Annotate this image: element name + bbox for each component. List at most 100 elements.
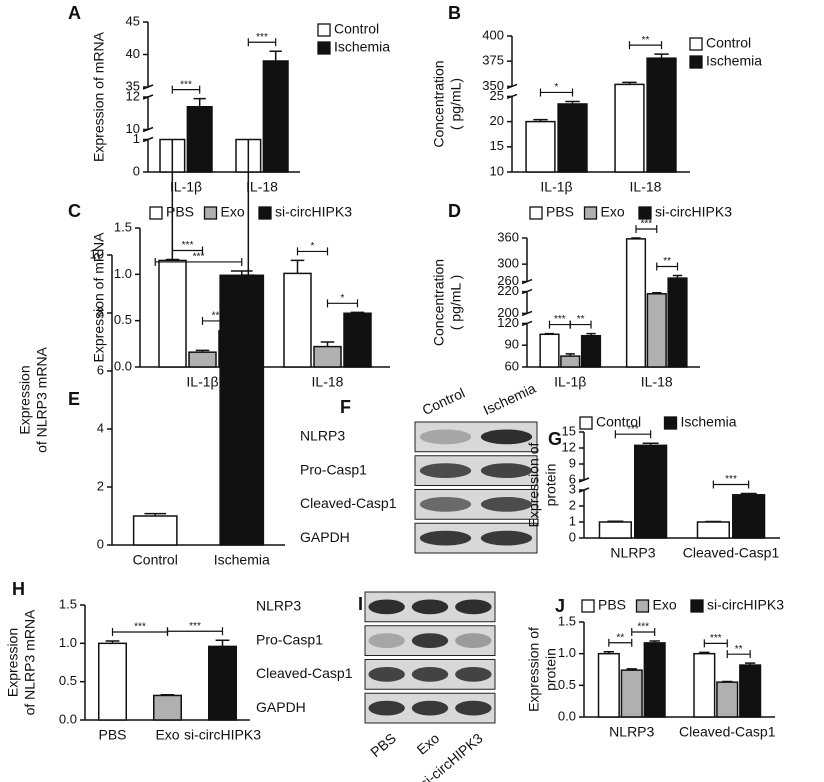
y-axis-label: Expression of mRNA bbox=[91, 232, 107, 363]
bar bbox=[283, 272, 312, 368]
y-tick-label: 2 bbox=[569, 497, 576, 512]
error-bar bbox=[290, 259, 305, 274]
legend-label: si-circHIPK3 bbox=[275, 204, 352, 220]
y-tick-label: 200 bbox=[497, 305, 519, 320]
y-tick-label: 220 bbox=[497, 283, 519, 298]
significance-bracket bbox=[635, 225, 658, 233]
x-tick-label: IL-1β bbox=[170, 179, 202, 195]
blot-band bbox=[480, 463, 533, 479]
y-tick-label: 25 bbox=[490, 88, 504, 103]
legend-swatch bbox=[529, 206, 543, 220]
error-bar bbox=[649, 640, 660, 643]
significance-label: *** bbox=[641, 219, 653, 230]
blot-band bbox=[368, 700, 405, 716]
error-bar bbox=[740, 492, 757, 495]
band-label: GAPDH bbox=[256, 699, 306, 715]
y-tick-label: 1.5 bbox=[114, 219, 132, 234]
error-bar bbox=[105, 640, 120, 644]
bar bbox=[643, 642, 666, 718]
legend-swatch bbox=[317, 41, 331, 55]
bar bbox=[539, 333, 560, 368]
y-tick-label: 9 bbox=[569, 455, 576, 470]
legend-label: PBS bbox=[546, 204, 574, 220]
significance-label: *** bbox=[554, 314, 566, 325]
error-bar bbox=[533, 118, 548, 122]
bar bbox=[620, 669, 643, 718]
y-axis-label: of NLRP3 mRNA bbox=[22, 609, 38, 715]
lane-label: Exo bbox=[414, 730, 443, 758]
significance-label: *** bbox=[256, 32, 268, 43]
bar bbox=[557, 103, 588, 173]
bar bbox=[132, 515, 178, 546]
y-tick-label: 1 bbox=[133, 131, 140, 146]
y-tick-label: 350 bbox=[482, 78, 504, 93]
legend-label: Exo bbox=[221, 204, 245, 220]
legend-swatch bbox=[635, 599, 650, 613]
x-tick-label: IL-1β bbox=[186, 374, 218, 390]
legend-swatch bbox=[579, 416, 593, 430]
significance-bracket bbox=[296, 247, 329, 256]
error-bar bbox=[586, 332, 596, 336]
significance-bracket bbox=[608, 638, 633, 647]
error-bar bbox=[626, 668, 637, 671]
significance-bracket bbox=[171, 85, 201, 94]
bar bbox=[667, 277, 688, 368]
error-bar bbox=[745, 662, 756, 666]
y-tick-label: 1.5 bbox=[558, 613, 576, 628]
y-axis-label: Expression bbox=[17, 365, 33, 434]
bar bbox=[693, 652, 716, 718]
y-tick-label: 0.5 bbox=[114, 312, 132, 327]
error-bar bbox=[565, 100, 580, 104]
y-tick-label: 10 bbox=[490, 163, 504, 178]
bar bbox=[343, 312, 372, 368]
blot-band bbox=[411, 633, 449, 649]
panel-label: C bbox=[68, 201, 81, 221]
error-bar bbox=[320, 341, 335, 347]
significance-bracket bbox=[569, 320, 592, 329]
significance-bracket bbox=[326, 299, 359, 308]
error-bar bbox=[195, 349, 210, 353]
lane-label: PBS bbox=[367, 730, 399, 760]
blot-band bbox=[411, 700, 449, 716]
x-tick-label: Exo bbox=[155, 727, 179, 743]
y-tick-label: 35 bbox=[126, 78, 140, 93]
bar bbox=[262, 60, 289, 173]
x-tick-label: IL-18 bbox=[246, 179, 278, 195]
x-tick-label: Cleaved-Casp1 bbox=[683, 545, 780, 561]
x-tick-label: IL-18 bbox=[312, 374, 344, 390]
legend-label: PBS bbox=[166, 204, 194, 220]
x-tick-label: Ischemia bbox=[214, 552, 270, 568]
error-bar bbox=[699, 651, 710, 654]
blot-band bbox=[411, 599, 449, 615]
bar bbox=[634, 444, 668, 539]
y-tick-label: 1.0 bbox=[558, 645, 576, 660]
x-tick-label: PBS bbox=[98, 727, 126, 743]
legend-swatch bbox=[203, 206, 218, 220]
significance-label: * bbox=[555, 82, 559, 93]
legend-swatch bbox=[317, 23, 331, 37]
legend-swatch bbox=[689, 37, 703, 51]
band-label: NLRP3 bbox=[300, 428, 345, 444]
y-tick-label: 300 bbox=[497, 256, 519, 271]
legend-label: Ischemia bbox=[681, 414, 737, 430]
blot-band bbox=[368, 599, 405, 615]
panel-label: G bbox=[548, 429, 562, 449]
legend-label: Exo bbox=[601, 204, 625, 220]
y-axis-label: Expression of bbox=[526, 627, 542, 712]
y-tick-label: 8 bbox=[97, 304, 104, 319]
x-tick-label: NLRP3 bbox=[610, 545, 655, 561]
y-tick-label: 0.0 bbox=[114, 358, 132, 373]
significance-bracket bbox=[539, 88, 574, 97]
panel-label: D bbox=[448, 201, 461, 221]
error-bar bbox=[607, 520, 624, 522]
legend-label: Control bbox=[596, 414, 641, 430]
y-tick-label: 0 bbox=[569, 529, 576, 544]
bar bbox=[598, 521, 632, 539]
blot-band bbox=[419, 429, 472, 445]
error-bar bbox=[269, 50, 282, 61]
significance-label: *** bbox=[710, 633, 722, 644]
panel-label: F bbox=[340, 397, 351, 417]
x-tick-label: IL-18 bbox=[641, 374, 673, 390]
significance-bracket bbox=[656, 262, 679, 271]
